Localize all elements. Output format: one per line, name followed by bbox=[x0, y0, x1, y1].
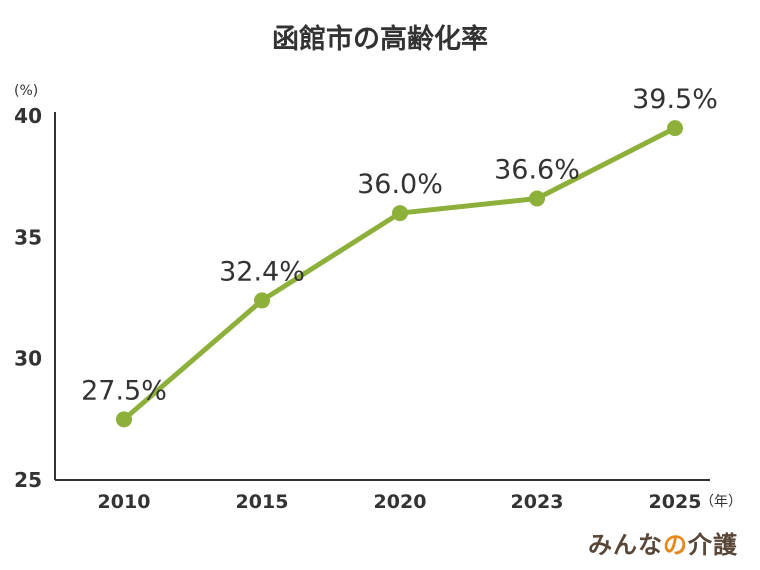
brand-part3: 介護 bbox=[688, 531, 738, 559]
x-tick-labels: 2010 2015 2020 2023 2025 bbox=[98, 491, 702, 513]
y-tick-label: 40 bbox=[14, 104, 42, 128]
x-tick-label: 2025 bbox=[649, 491, 702, 513]
data-label-2025: 39.5% bbox=[632, 84, 718, 115]
data-labels: 27.5% 32.4% 36.0% 36.6% 39.5% bbox=[81, 84, 718, 406]
brand-part1: みんな bbox=[588, 531, 663, 559]
data-points bbox=[116, 120, 683, 428]
data-label-2020: 36.0% bbox=[357, 169, 443, 200]
data-point-2020 bbox=[392, 205, 408, 222]
x-tick-label: 2020 bbox=[374, 491, 427, 513]
x-axis-unit: （年） bbox=[700, 494, 742, 510]
data-point-2010 bbox=[116, 411, 132, 428]
data-label-2015: 32.4% bbox=[219, 256, 305, 287]
chart-title: 函館市の高齢化率 bbox=[272, 23, 488, 55]
brand-part2: の bbox=[663, 531, 688, 559]
data-label-2023: 36.6% bbox=[494, 155, 580, 186]
data-point-2025 bbox=[667, 120, 683, 137]
x-tick-label: 2010 bbox=[98, 491, 151, 513]
y-tick-label: 35 bbox=[14, 225, 42, 249]
brand-logo: みんなの介護 bbox=[588, 525, 738, 560]
x-tick-label: 2023 bbox=[511, 491, 564, 513]
y-axis-unit: (%) bbox=[14, 83, 38, 99]
data-label-2010: 27.5% bbox=[81, 375, 167, 406]
data-point-2023 bbox=[529, 190, 545, 207]
y-tick-label: 25 bbox=[14, 468, 42, 492]
y-tick-labels: 25 30 35 40 bbox=[14, 104, 42, 492]
data-point-2015 bbox=[254, 292, 270, 309]
y-tick-label: 30 bbox=[14, 347, 42, 371]
x-tick-label: 2015 bbox=[236, 491, 289, 513]
